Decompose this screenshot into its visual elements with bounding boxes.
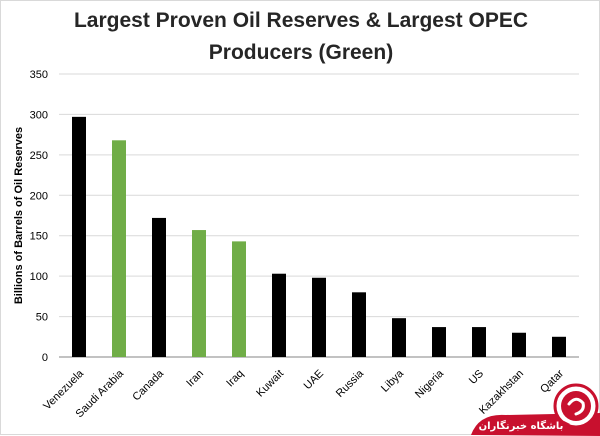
y-axis-title-text: Billions of Barrels of Oil Reserves — [13, 127, 25, 304]
chart-title-line: Producers (Green) — [209, 41, 393, 64]
y-tick-label: 50 — [36, 312, 48, 324]
x-tick-label: Russia — [334, 367, 367, 400]
watermark: باشگاه خبرنگاران — [471, 383, 600, 436]
x-tick-label: Iraq — [224, 368, 246, 390]
bar-us — [472, 327, 486, 357]
y-tick-label: 300 — [30, 109, 48, 121]
bar-qatar — [552, 336, 566, 357]
bars — [72, 116, 566, 358]
bar-russia — [352, 292, 366, 357]
x-tick-label: Nigeria — [413, 367, 447, 401]
y-tick-label: 250 — [30, 150, 48, 162]
y-tick-label: 150 — [30, 231, 48, 243]
y-axis-ticks: 0 50 100 150 200 250 300 350 — [30, 69, 48, 364]
x-tick-label: Iran — [184, 368, 206, 390]
bar-libya — [392, 318, 406, 357]
x-tick-label: Canada — [130, 367, 166, 403]
y-tick-label: 100 — [30, 271, 48, 283]
bar-venezuela — [72, 116, 86, 358]
x-tick-label: US — [467, 368, 486, 387]
gridlines — [59, 73, 579, 358]
y-axis-title: Billions of Barrels of Oil Reserves — [13, 127, 25, 304]
bar-iran — [192, 230, 206, 357]
bar-saudi-arabia — [112, 140, 126, 357]
chart-title: Largest Proven Oil Reserves & Largest OP… — [74, 9, 528, 64]
x-tick-label: UAE — [302, 368, 326, 392]
x-tick-label: Kuwait — [254, 368, 286, 400]
chart-title-line: Largest Proven Oil Reserves & Largest OP… — [74, 9, 528, 32]
bar-nigeria — [432, 327, 446, 357]
watermark-text: باشگاه خبرنگاران — [479, 419, 564, 432]
bar-iraq — [232, 241, 246, 357]
bar-canada — [152, 217, 166, 357]
bar-kuwait — [272, 273, 286, 357]
y-tick-label: 0 — [42, 352, 48, 364]
bar-kazakhstan — [512, 332, 526, 357]
y-tick-label: 200 — [30, 190, 48, 202]
x-tick-label: Libya — [379, 367, 407, 395]
bar-uae — [312, 277, 326, 357]
chat-bubble-logo-icon — [553, 383, 599, 431]
y-tick-label: 350 — [30, 69, 48, 81]
